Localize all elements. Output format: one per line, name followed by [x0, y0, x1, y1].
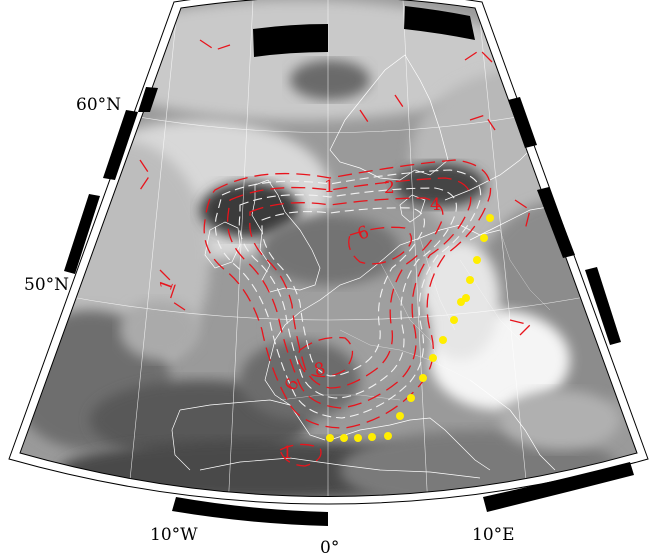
yellow-marker — [326, 434, 334, 442]
yellow-marker — [466, 276, 474, 284]
lon-label-10w: 10°W — [150, 525, 198, 545]
contour-label-8: 8 — [312, 359, 328, 381]
yellow-marker — [457, 298, 465, 306]
coastlines — [171, 54, 561, 479]
lat-label-50n: 50°N — [24, 275, 69, 295]
yellow-marker — [439, 336, 447, 344]
lon-label-10e: 10°E — [472, 525, 515, 545]
axis-labels: 60°N 50°N 10°W 0° 10°E — [24, 95, 515, 555]
contour-label-4: 4 — [430, 195, 441, 215]
map-frame — [8, 0, 649, 526]
yellow-marker — [480, 234, 488, 242]
lon-label-0: 0° — [320, 538, 339, 555]
graticule — [59, 0, 597, 497]
yellow-marker — [340, 434, 348, 442]
contour-label-2: 2 — [384, 178, 395, 198]
yellow-marker — [429, 354, 437, 362]
yellow-marker — [368, 433, 376, 441]
yellow-marker — [419, 374, 427, 382]
red-contours — [139, 39, 532, 467]
contour-label-1b: 1 — [282, 443, 293, 463]
yellow-marker — [450, 316, 458, 324]
yellow-marker — [473, 256, 481, 264]
yellow-marker — [396, 412, 404, 420]
yellow-marker-track — [326, 214, 494, 442]
yellow-marker — [384, 432, 392, 440]
contour-label-1: 1 — [324, 177, 335, 197]
yellow-marker — [354, 434, 362, 442]
yellow-marker — [486, 214, 494, 222]
white-contours — [214, 169, 482, 419]
yellow-marker — [407, 394, 415, 402]
lat-label-60n: 60°N — [76, 95, 121, 115]
